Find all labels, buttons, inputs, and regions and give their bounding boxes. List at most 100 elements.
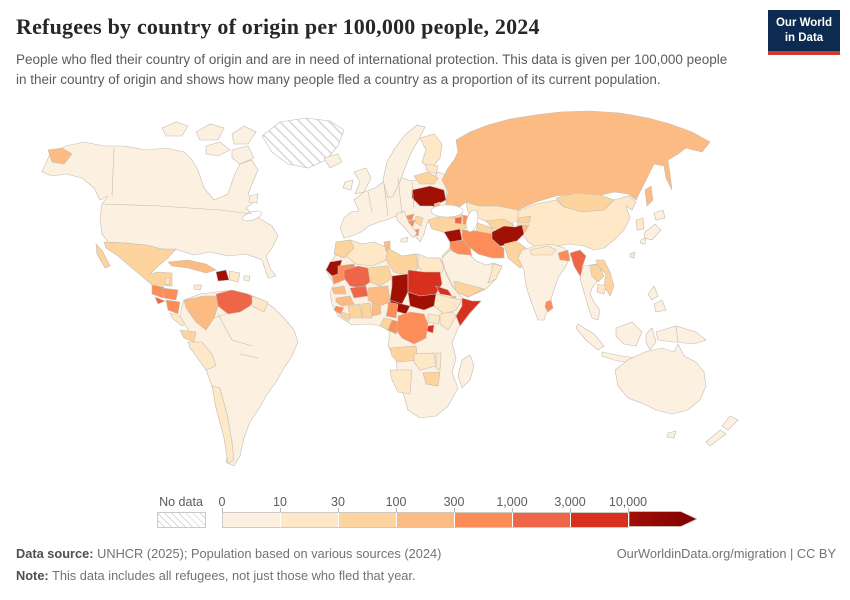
map-region-venezuela[interactable] — [216, 290, 256, 314]
map-region-mali[interactable] — [344, 266, 370, 288]
map-region-scandinavia[interactable] — [383, 125, 425, 198]
map-region-peru[interactable] — [188, 342, 216, 370]
map-region-united-states-canada[interactable] — [42, 142, 278, 278]
legend-tick-label: 10 — [273, 495, 287, 509]
owid-link[interactable]: OurWorldinData.org/migration | CC BY — [616, 546, 836, 561]
map-region-new-guinea[interactable] — [656, 326, 706, 344]
legend-no-data-swatch[interactable] — [157, 512, 206, 528]
map-region-mexico[interactable] — [104, 242, 176, 286]
map-region-guyanas[interactable] — [252, 296, 268, 312]
map-region-chukotka-wrap[interactable] — [48, 148, 72, 164]
map-region-drc[interactable] — [396, 312, 428, 344]
map-region-belize[interactable] — [165, 278, 170, 285]
map-region-ivory-coast[interactable] — [348, 304, 362, 318]
map-region-senegal[interactable] — [332, 286, 346, 294]
legend-tick-label: 30 — [331, 495, 345, 509]
map-region-ecuador[interactable] — [180, 330, 196, 342]
black-sea — [431, 205, 463, 217]
legend-tick-label: 0 — [218, 495, 226, 509]
map-region-niger[interactable] — [368, 266, 392, 286]
legend-bin-100-300[interactable] — [397, 513, 455, 527]
map-region-cameroon[interactable] — [386, 302, 398, 318]
legend-tick-label: 1,000 — [496, 495, 528, 509]
map-region-arctic-islands[interactable] — [162, 122, 256, 164]
map-region-japan[interactable] — [640, 210, 665, 244]
map-region-uganda[interactable] — [428, 314, 440, 324]
map-region-newfoundland[interactable] — [249, 194, 258, 203]
map-region-dominican-republic[interactable] — [229, 271, 240, 282]
map-region-nigeria[interactable] — [368, 286, 390, 306]
map-region-united-kingdom[interactable] — [354, 168, 371, 194]
legend-bin-10-30[interactable] — [281, 513, 339, 527]
map-region-korea[interactable] — [636, 218, 644, 230]
map-region-russia[interactable] — [442, 111, 710, 210]
map-region-new-zealand[interactable] — [706, 416, 738, 446]
map-region-egypt[interactable] — [418, 254, 444, 276]
map-region-taiwan[interactable] — [630, 252, 635, 258]
legend-tick-label: 10,000 — [608, 495, 648, 509]
map-region-haiti[interactable] — [216, 270, 229, 281]
map-region-iran[interactable] — [462, 230, 504, 258]
map-region-laos[interactable] — [590, 264, 604, 282]
data-source-text: UNHCR (2025); Population based on variou… — [93, 546, 442, 561]
map-region-greenland[interactable] — [262, 118, 344, 168]
map-region-ghana[interactable] — [362, 303, 372, 318]
map-region-namibia[interactable] — [390, 370, 412, 394]
owid-logo-line1: Our World — [775, 17, 832, 29]
map-region-nepal[interactable] — [530, 246, 556, 255]
map-region-iceland[interactable] — [324, 154, 342, 168]
map-region-puerto-rico[interactable] — [244, 276, 250, 281]
legend-arrow-segment[interactable] — [629, 511, 697, 527]
map-region-madagascar[interactable] — [458, 355, 474, 388]
map-region-sri-lanka[interactable] — [545, 300, 553, 312]
map-region-oman[interactable] — [488, 264, 502, 283]
map-region-zimbabwe[interactable] — [423, 372, 440, 386]
map-region-cuba[interactable] — [168, 260, 216, 273]
map-region-sudan[interactable] — [408, 270, 442, 296]
map-region-angola[interactable] — [390, 346, 418, 362]
map-region-baltic-states[interactable] — [426, 164, 438, 174]
map-region-vietnam[interactable] — [596, 260, 614, 296]
map-region-malawi[interactable] — [436, 353, 441, 370]
map-region-el-salvador[interactable] — [155, 297, 165, 304]
map-region-philippines[interactable] — [648, 286, 666, 312]
map-region-serbia[interactable] — [415, 216, 423, 226]
world-choropleth-map[interactable] — [0, 108, 850, 495]
map-region-italy[interactable] — [396, 211, 417, 242]
map-region-somalia[interactable] — [456, 298, 481, 326]
legend-color-bar[interactable] — [222, 512, 629, 528]
legend-bin-300-1,000[interactable] — [455, 513, 513, 527]
map-region-sierra-leone[interactable] — [334, 306, 344, 314]
note-text: This data includes all refugees, not jus… — [48, 568, 416, 583]
map-region-guatemala[interactable] — [152, 285, 164, 298]
map-region-yemen[interactable] — [454, 281, 484, 297]
map-region-sakhalin[interactable] — [645, 186, 653, 206]
map-region-belarus[interactable] — [414, 172, 438, 184]
legend-tick-label: 100 — [385, 495, 407, 509]
legend-bin-3,000-10,000[interactable] — [571, 513, 629, 527]
legend-bin-30-100[interactable] — [339, 513, 397, 527]
map-region-australia[interactable] — [615, 344, 706, 438]
map-region-bangladesh[interactable] — [558, 250, 570, 261]
map-region-algeria[interactable] — [346, 240, 388, 266]
map-region-chile[interactable] — [212, 386, 234, 464]
owid-logo[interactable]: Our World in Data — [768, 10, 840, 55]
map-region-ireland[interactable] — [343, 180, 353, 190]
map-region-kenya[interactable] — [440, 312, 456, 330]
legend-bin-0-10[interactable] — [223, 513, 281, 527]
map-region-rwanda-burundi[interactable] — [427, 325, 434, 333]
map-region-honduras[interactable] — [162, 288, 178, 300]
map-region-armenia[interactable] — [455, 217, 462, 224]
map-region-kyrgyzstan[interactable] — [518, 216, 531, 223]
map-region-guinea[interactable] — [336, 296, 354, 306]
map-region-jamaica[interactable] — [194, 285, 202, 290]
legend-bin-1,000-3,000[interactable] — [513, 513, 571, 527]
map-region-eritrea[interactable] — [436, 286, 452, 296]
map-region-cambodia[interactable] — [597, 284, 606, 294]
map-region-mexico-baja[interactable] — [96, 244, 110, 268]
map-region-liberia[interactable] — [340, 312, 352, 321]
map-region-finland[interactable] — [420, 134, 442, 170]
note-label: Note: — [16, 568, 49, 583]
map-region-zambia[interactable] — [414, 353, 436, 370]
map-region-nicaragua[interactable] — [166, 300, 180, 314]
